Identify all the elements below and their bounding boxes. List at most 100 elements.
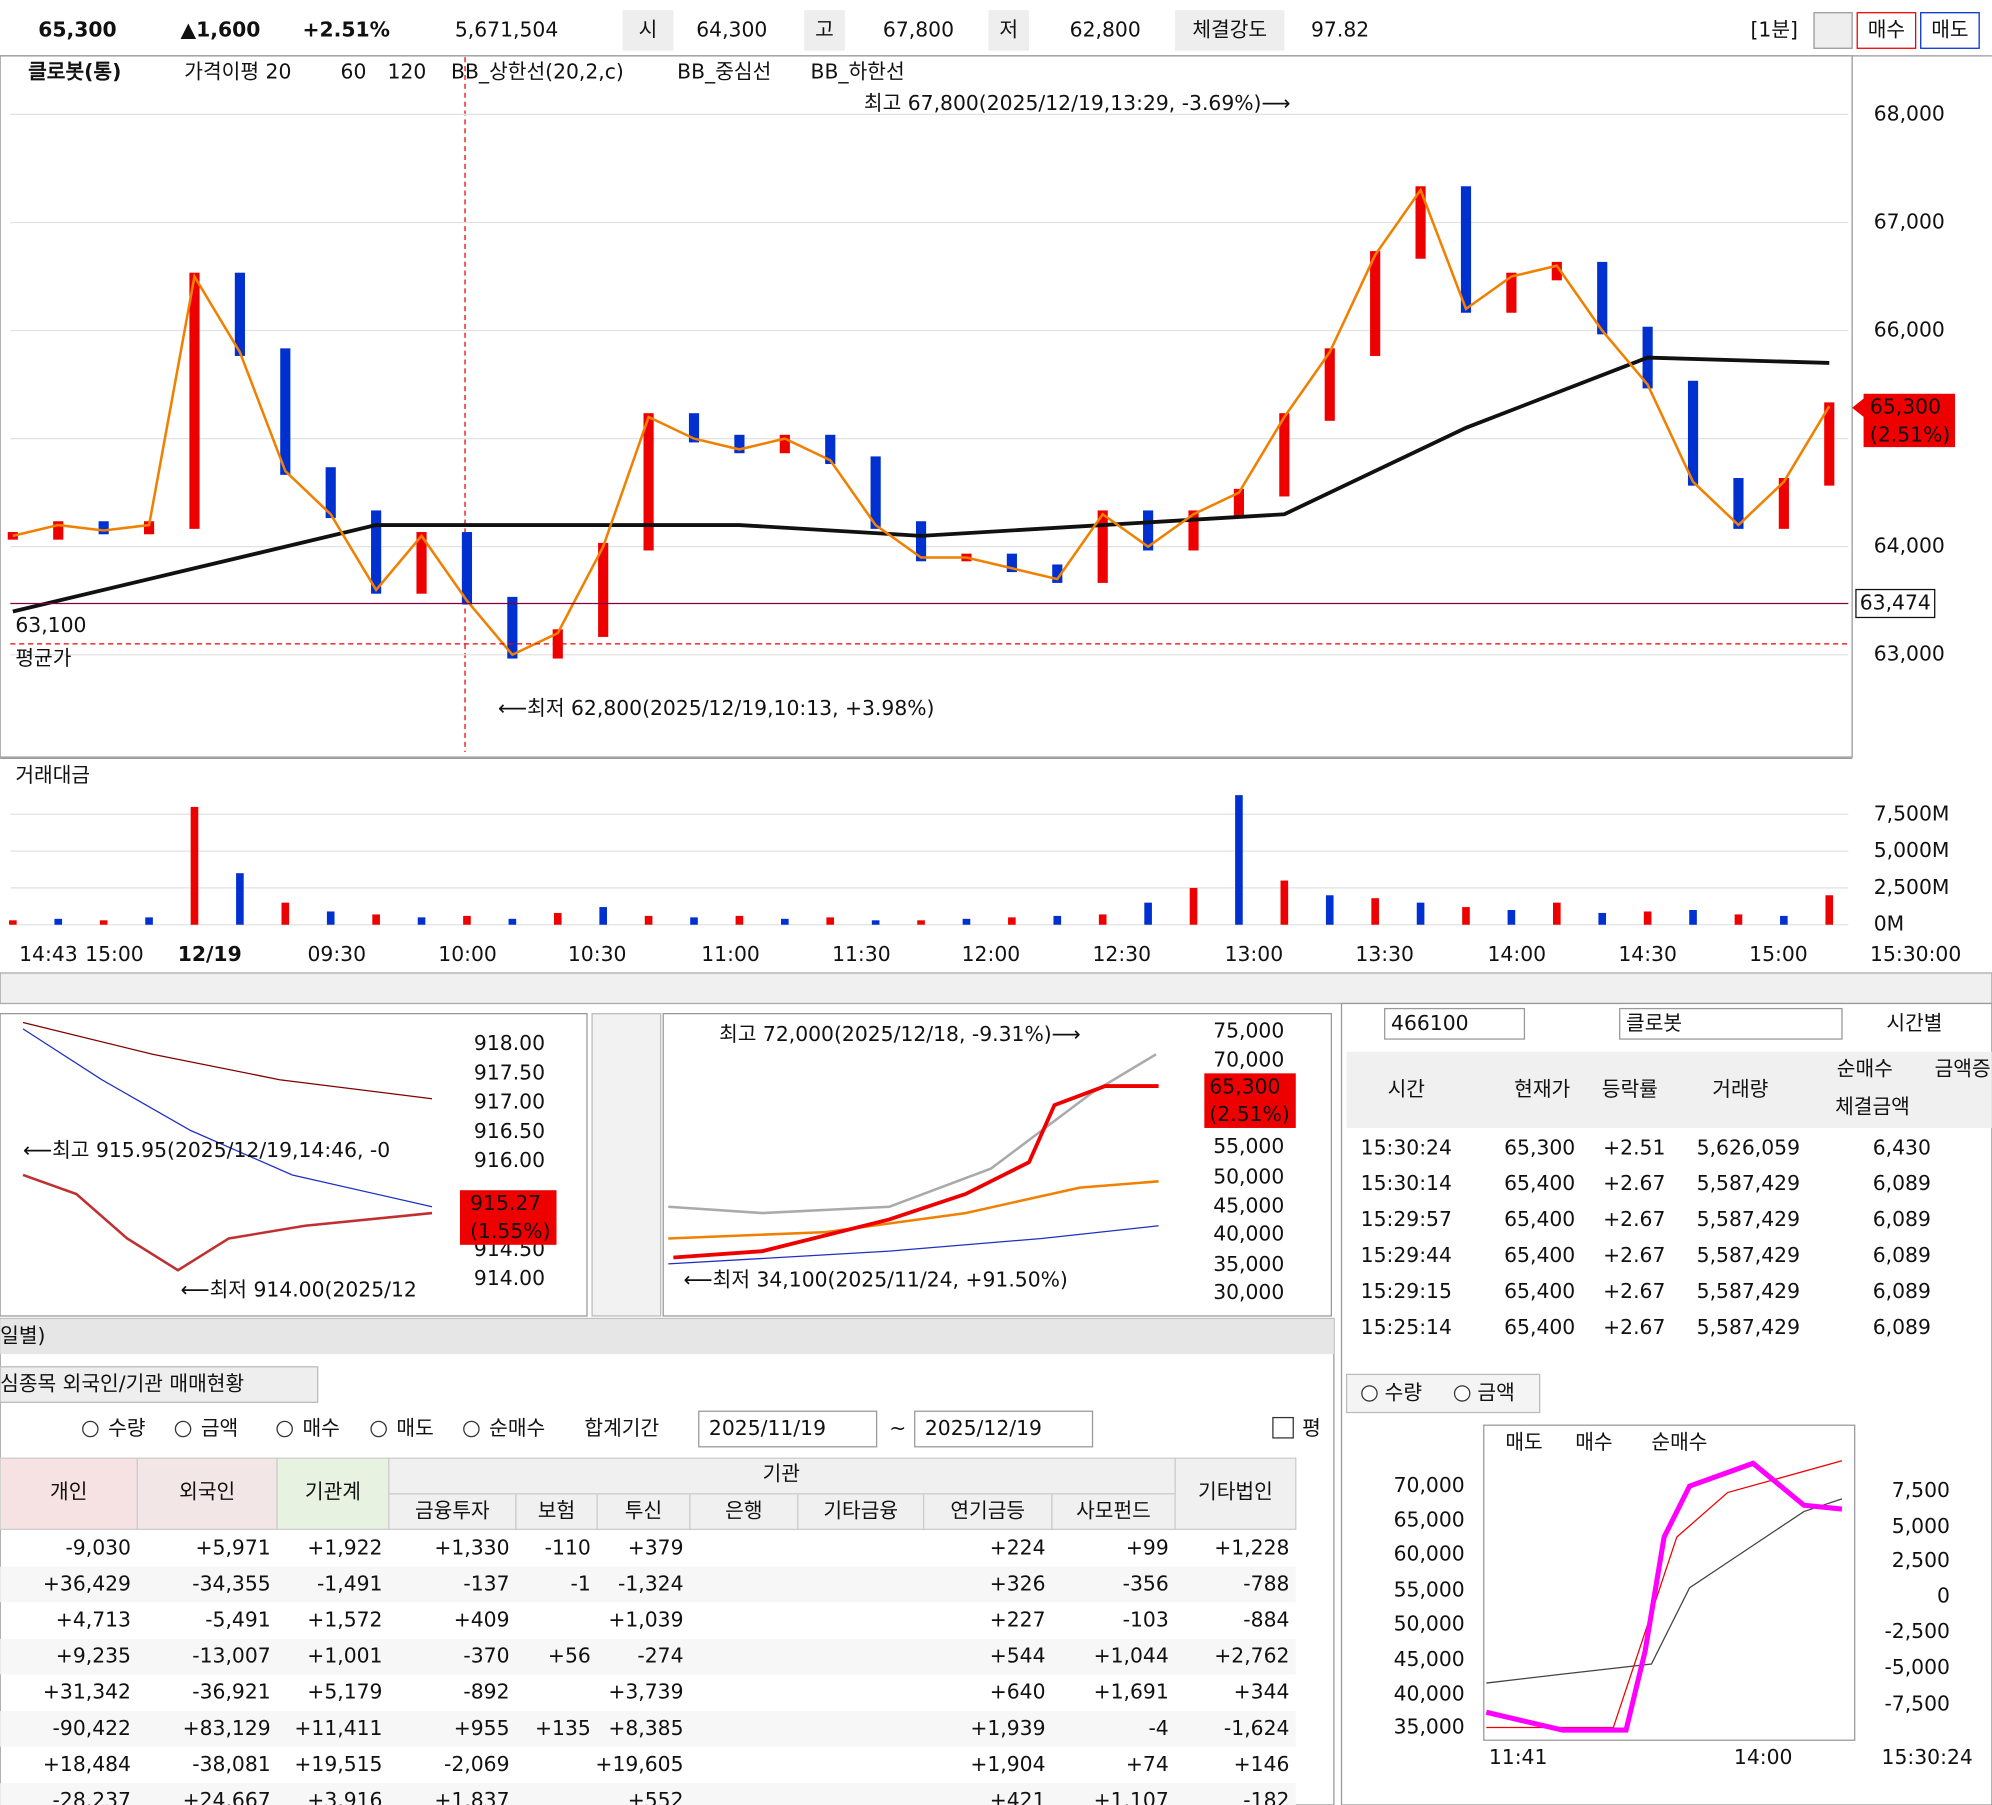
volume-bar xyxy=(1053,915,1062,925)
settings[interactable] xyxy=(1813,12,1853,49)
header-cell xyxy=(1174,1457,1297,1530)
radio[interactable] xyxy=(82,1420,99,1438)
cell: -1,324 xyxy=(618,1571,683,1595)
daily-line xyxy=(668,1225,1159,1265)
column-header: 기관계 xyxy=(305,1480,361,1504)
radio[interactable] xyxy=(370,1420,387,1438)
index-line xyxy=(22,1028,433,1208)
change: ▲1,600 xyxy=(181,17,261,41)
volume-bar xyxy=(1008,917,1016,925)
price-arrow xyxy=(1852,397,1865,418)
cell: +2.67 xyxy=(1603,1207,1665,1231)
date-input[interactable] xyxy=(914,1410,1094,1448)
volume-bar xyxy=(871,920,880,925)
cell: 5,587,429 xyxy=(1697,1207,1800,1231)
label: 고 xyxy=(815,17,834,41)
header-cell xyxy=(388,1457,1176,1495)
flow-chart xyxy=(1483,1424,1856,1741)
cell: 6,089 xyxy=(1873,1207,1931,1231)
radio[interactable] xyxy=(276,1420,293,1438)
x-tick-label: 13:30 xyxy=(1355,942,1414,966)
sell-button[interactable] xyxy=(1920,12,1980,49)
title-bar xyxy=(0,1318,1334,1355)
mode: 시간별 xyxy=(1886,1011,1942,1035)
tab[interactable] xyxy=(0,1366,319,1403)
candle xyxy=(1233,488,1245,519)
scrollbar[interactable] xyxy=(0,972,1992,1005)
volume-bar xyxy=(1325,895,1334,925)
sell: 매도 xyxy=(1931,17,1968,41)
cell: -34,355 xyxy=(192,1571,270,1595)
label: 시 xyxy=(639,17,658,41)
cell: 6,430 xyxy=(1873,1135,1931,1159)
volume-bar xyxy=(917,920,925,925)
volume-bar xyxy=(9,920,17,925)
y2-tick-label: -7,500 xyxy=(1884,1692,1949,1716)
cell: +31,342 xyxy=(43,1680,131,1704)
radio[interactable] xyxy=(463,1420,480,1438)
cell: -2,069 xyxy=(444,1752,509,1776)
cell: +3,916 xyxy=(307,1788,382,1805)
radio[interactable] xyxy=(1361,1385,1378,1402)
cell: +1,330 xyxy=(434,1535,509,1559)
x-tick-label: 12/19 xyxy=(178,942,242,966)
cell: +1,904 xyxy=(970,1752,1045,1776)
volume-bar xyxy=(781,918,789,925)
date: 2025/12/19 xyxy=(925,1416,1042,1440)
cell: 15:30:24 xyxy=(1361,1135,1452,1159)
volume-bar xyxy=(690,917,698,925)
cell: +1,039 xyxy=(608,1608,683,1632)
price-box xyxy=(1204,1073,1296,1128)
date-input[interactable] xyxy=(698,1410,878,1448)
cell: -13,007 xyxy=(192,1644,270,1668)
radio-label: 수량 xyxy=(1385,1380,1422,1404)
tilde: ~ xyxy=(889,1416,906,1440)
y-tick-label: 70,000 xyxy=(1213,1048,1284,1072)
y-tick-label: 918.00 xyxy=(474,1031,545,1055)
candle xyxy=(325,467,336,519)
name-input[interactable] xyxy=(1619,1007,1843,1040)
buy-button[interactable] xyxy=(1856,12,1917,49)
y-tick-label: 35,000 xyxy=(1213,1252,1284,1276)
y-tick-label: 914.00 xyxy=(474,1266,545,1290)
column-header: 투신 xyxy=(625,1499,662,1523)
radio[interactable] xyxy=(1453,1385,1471,1402)
toolbar[interactable] xyxy=(591,1013,662,1317)
cell: +379 xyxy=(628,1535,684,1559)
y-tick-label: 65,000 xyxy=(1394,1507,1465,1531)
cell: +99 xyxy=(1126,1535,1169,1559)
rate: (1.55%) xyxy=(470,1219,550,1243)
y2-tick-label: 7,500 xyxy=(1892,1478,1950,1502)
cell: 65,400 xyxy=(1504,1315,1575,1339)
line-label-box xyxy=(1855,588,1936,619)
volume-bar xyxy=(281,902,290,925)
y-tick-label: 60,000 xyxy=(1394,1542,1465,1566)
avg-price: 63,100 xyxy=(15,613,86,637)
candle xyxy=(1460,186,1472,313)
volume-bar xyxy=(145,917,153,925)
cell: +83,129 xyxy=(183,1716,271,1740)
code-input[interactable] xyxy=(1384,1007,1526,1040)
cell: +9,235 xyxy=(56,1644,131,1668)
checkbox[interactable] xyxy=(1272,1416,1294,1439)
radio[interactable] xyxy=(174,1420,192,1438)
current-rate: (2.51%) xyxy=(1870,423,1950,447)
cell: 65,400 xyxy=(1504,1171,1575,1195)
cell: 15:30:14 xyxy=(1361,1171,1452,1195)
radio-group[interactable] xyxy=(1345,1373,1541,1414)
volume-bar xyxy=(1144,902,1152,925)
volume-bar xyxy=(1098,914,1107,925)
cell: +36,429 xyxy=(43,1571,131,1595)
label-box xyxy=(1175,10,1285,51)
cell: +5,971 xyxy=(196,1535,271,1559)
candle xyxy=(143,521,155,535)
candle xyxy=(779,434,790,454)
volume-bar xyxy=(1643,911,1652,925)
cell: -788 xyxy=(1243,1571,1289,1595)
cell: +544 xyxy=(990,1644,1046,1668)
candle xyxy=(461,532,473,605)
legend-item: 매수 xyxy=(1575,1430,1612,1454)
cell: -884 xyxy=(1243,1608,1289,1632)
x-tick-label: 10:00 xyxy=(438,942,497,966)
cell: +1,001 xyxy=(307,1644,382,1668)
